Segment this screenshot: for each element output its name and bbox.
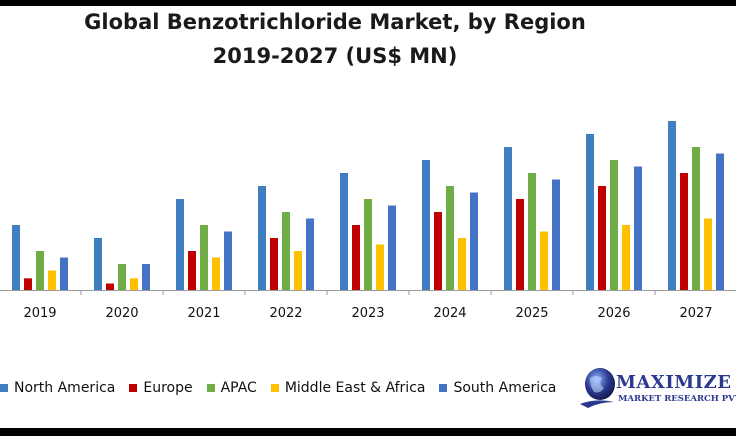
chart-legend: North America Europe APAC Middle East & Afr…: [0, 378, 570, 398]
bar-south-america-2022: [306, 218, 314, 290]
bar-europe-2022: [270, 238, 278, 290]
legend-item: South America: [439, 380, 556, 396]
x-tick-label: 2023: [351, 306, 384, 321]
bar-apac-2025: [528, 173, 536, 290]
legend-item: APAC: [206, 380, 257, 396]
bar-middle-east-africa-2027: [704, 218, 712, 290]
bar-apac-2020: [118, 264, 126, 290]
chart-subtitle: 2019-2027 (US$ MN): [212, 44, 458, 68]
bar-apac-2024: [446, 186, 454, 290]
bar-middle-east-africa-2019: [48, 270, 56, 290]
bar-north-america-2027: [668, 121, 676, 290]
legend-swatch: [0, 384, 8, 392]
legend-label: North America: [14, 380, 116, 396]
bar-south-america-2020: [142, 264, 150, 290]
chart-title: Global Benzotrichloride Market, by Regio…: [84, 10, 586, 34]
bar-north-america-2024: [422, 160, 430, 290]
bar-middle-east-africa-2025: [540, 231, 548, 290]
bar-middle-east-africa-2026: [622, 225, 630, 290]
x-tick-label: 2022: [269, 306, 302, 321]
bar-south-america-2021: [224, 231, 232, 290]
bar-south-america-2027: [716, 153, 724, 290]
bar-apac-2026: [610, 160, 618, 290]
bar-south-america-2025: [552, 179, 560, 290]
bar-middle-east-africa-2024: [458, 238, 466, 290]
legend-label: Middle East & Africa: [284, 380, 426, 396]
logo-subtitle: MARKET RESEARCH PVT. LTD.: [618, 394, 736, 404]
bar-north-america-2022: [258, 186, 266, 290]
legend-swatch: [270, 384, 279, 392]
bar-north-america-2019: [12, 225, 20, 290]
bar-apac-2021: [200, 225, 208, 290]
bar-europe-2025: [516, 199, 524, 290]
bar-europe-2026: [598, 186, 606, 290]
globe-icon: [580, 368, 615, 408]
legend-label: South America: [453, 380, 557, 396]
bar-europe-2019: [24, 278, 32, 290]
bar-apac-2027: [692, 147, 700, 290]
maximize-logo: MAXIMIZE MARKET RESEARCH PVT. LTD.: [578, 364, 736, 416]
legend-label: APAC: [220, 380, 257, 396]
legend-item: Middle East & Africa: [270, 380, 426, 396]
bar-middle-east-africa-2023: [376, 244, 384, 290]
x-tick-label: 2027: [679, 306, 712, 321]
legend-label: Europe: [143, 380, 193, 396]
x-tick-label: 2025: [515, 306, 548, 321]
bar-middle-east-africa-2020: [130, 278, 138, 290]
legend-swatch: [129, 384, 138, 392]
logo-wordmark: MAXIMIZE: [616, 372, 732, 393]
x-tick-label: 2024: [433, 306, 466, 321]
bar-south-america-2023: [388, 205, 396, 290]
bar-south-america-2024: [470, 192, 478, 290]
bar-south-america-2026: [634, 166, 642, 290]
top-border: [0, 0, 736, 6]
bar-north-america-2020: [94, 238, 102, 290]
bar-apac-2023: [364, 199, 372, 290]
legend-item: Europe: [129, 380, 193, 396]
bar-apac-2022: [282, 212, 290, 290]
bar-europe-2023: [352, 225, 360, 290]
bar-north-america-2023: [340, 173, 348, 290]
bar-north-america-2026: [586, 134, 594, 290]
bar-north-america-2025: [504, 147, 512, 290]
legend-item: North America: [0, 380, 115, 396]
x-tick-label: 2021: [187, 306, 220, 321]
x-tick-label: 2026: [597, 306, 630, 321]
bar-europe-2020: [106, 283, 114, 290]
x-tick-label: 2020: [105, 306, 138, 321]
bar-middle-east-africa-2021: [212, 257, 220, 290]
x-tick-label: 2019: [23, 306, 56, 321]
legend-swatch: [206, 384, 215, 392]
bar-europe-2021: [188, 251, 196, 290]
bar-north-america-2021: [176, 199, 184, 290]
bar-europe-2027: [680, 173, 688, 290]
bar-middle-east-africa-2022: [294, 251, 302, 290]
bar-south-america-2019: [60, 257, 68, 290]
bar-apac-2019: [36, 251, 44, 290]
bar-europe-2024: [434, 212, 442, 290]
bottom-border: [0, 428, 736, 436]
legend-swatch: [439, 384, 448, 392]
